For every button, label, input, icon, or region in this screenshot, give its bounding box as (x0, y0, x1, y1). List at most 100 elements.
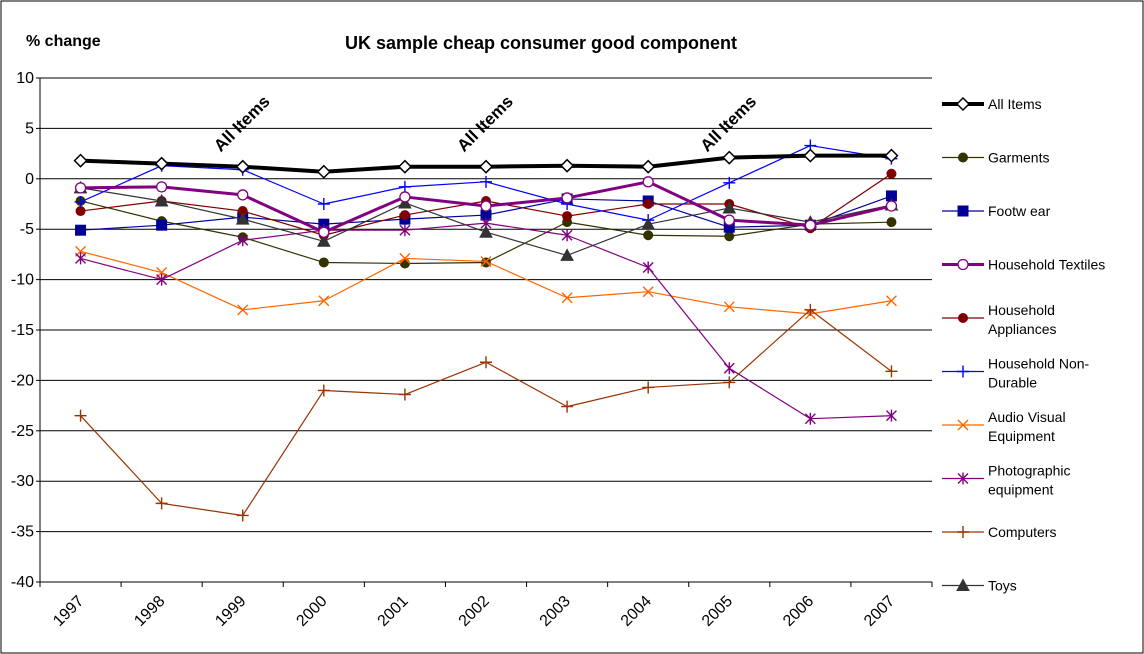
data-point (560, 248, 574, 261)
legend-entry: All Items (942, 96, 1042, 112)
data-point (561, 400, 574, 413)
data-point (804, 219, 817, 231)
data-point (723, 362, 735, 375)
legend-marker (958, 152, 968, 163)
y-tick-label: -5 (20, 221, 34, 238)
data-point (723, 301, 735, 313)
data-point (478, 159, 494, 174)
data-point (154, 156, 169, 171)
legend-entry: Toys (942, 578, 1017, 594)
data-point (317, 384, 330, 397)
data-point (237, 234, 249, 247)
legend-label: Equipment (988, 428, 1055, 444)
data-point (642, 261, 654, 274)
series-audio-visual-equipment (75, 245, 897, 320)
y-axis-label: % change (26, 33, 101, 50)
data-point (318, 257, 329, 268)
legend-label: Audio Visual (988, 409, 1066, 425)
data-point (885, 365, 898, 378)
data-point (480, 200, 492, 212)
data-point (236, 509, 249, 522)
data-point (154, 193, 169, 207)
legend-marker (957, 205, 969, 217)
data-point (399, 224, 411, 237)
series-household-textiles (74, 176, 898, 238)
data-point (316, 164, 331, 179)
legend-label: equipment (988, 482, 1053, 498)
chart-title: UK sample cheap consumer good component (345, 33, 737, 53)
legend-label: Appliances (988, 321, 1057, 337)
y-tick-label: 0 (25, 171, 34, 188)
legend-entry: Garments (942, 150, 1049, 166)
data-point (398, 180, 411, 193)
legend-label: Garments (988, 150, 1049, 166)
data-point (75, 252, 87, 265)
legend-marker (957, 472, 969, 485)
data-point (237, 189, 249, 201)
data-point (886, 217, 897, 228)
legend-entry: Household Textiles (942, 257, 1105, 273)
y-tick-label: -15 (11, 322, 34, 339)
data-point (318, 295, 330, 307)
data-point (885, 409, 897, 422)
y-tick-label: -40 (11, 574, 34, 591)
data-point (156, 219, 168, 231)
data-point (318, 226, 330, 238)
data-point (397, 159, 412, 174)
data-point (481, 257, 491, 268)
legend-label: Durable (988, 375, 1037, 391)
y-tick-label: -35 (11, 524, 34, 541)
data-point (561, 192, 573, 204)
series-layer (73, 139, 899, 522)
data-point (562, 211, 573, 222)
data-point (479, 225, 493, 238)
legend-marker (955, 96, 971, 112)
y-tick-label: -20 (11, 372, 34, 389)
data-point (723, 376, 736, 389)
data-point (155, 497, 168, 510)
data-point (74, 409, 87, 422)
data-point (722, 200, 737, 214)
legend-label: Footw ear (988, 203, 1051, 219)
data-point (724, 231, 735, 242)
data-point (235, 212, 250, 225)
data-point (803, 148, 818, 163)
data-point (561, 292, 573, 304)
y-tick-label: 10 (16, 70, 34, 87)
legend-entry: Footw ear (942, 203, 1051, 219)
y-tick-label: -25 (11, 423, 34, 440)
series-photographic-equipment (75, 217, 897, 425)
data-point (804, 303, 817, 316)
legend-label: Household (988, 302, 1055, 318)
data-point (885, 200, 898, 212)
data-point (642, 176, 654, 188)
legend-entry: Household Appliances (942, 302, 1057, 337)
data-point (399, 210, 410, 221)
data-point (642, 286, 654, 298)
data-point (722, 150, 737, 165)
data-point (723, 176, 736, 189)
legend-label: All Items (988, 96, 1042, 112)
data-point (480, 175, 492, 188)
legend: All Items Garments Footw ear Household Text… (942, 96, 1105, 594)
legend-label: Photographic (988, 463, 1071, 479)
legend-marker (957, 258, 969, 271)
legend-label: Household Textiles (988, 257, 1105, 273)
data-point (74, 182, 87, 194)
data-point (643, 230, 654, 241)
legend-marker (958, 313, 968, 323)
legend-entry: Household Non- Durable (942, 356, 1090, 391)
data-point (237, 304, 249, 316)
data-point (642, 381, 655, 394)
legend-marker (957, 365, 969, 378)
data-point (643, 199, 654, 209)
y-tick-label: 5 (25, 120, 34, 137)
legend-label: Toys (988, 578, 1017, 594)
legend-marker (957, 526, 969, 538)
data-point (480, 356, 492, 369)
data-point (73, 153, 88, 168)
data-point (235, 159, 250, 174)
